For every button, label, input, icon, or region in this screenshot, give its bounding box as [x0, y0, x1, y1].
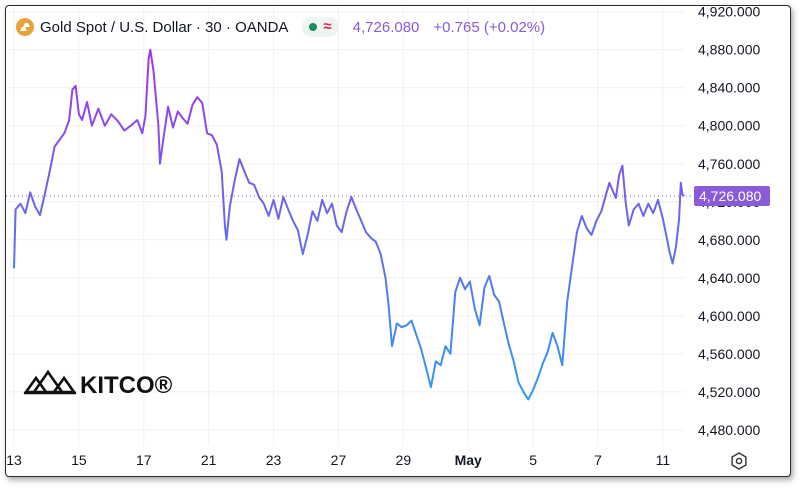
price-change: +0.765 (+0.02%) — [433, 18, 546, 36]
price-chart[interactable]: 4,480.000 4,520.000 4,560.000 4,600.000 4,64… — [6, 6, 790, 476]
last-price-tag-label: 4,726.080 — [699, 188, 761, 204]
last-price-tag: 4,726.080 — [694, 185, 770, 206]
kitco-logo: KITCO® — [23, 369, 173, 399]
y-tick-label: 4,560.000 — [698, 346, 760, 362]
y-tick-label: 4,640.000 — [698, 270, 760, 286]
wave-icon: ≈ — [323, 18, 332, 35]
x-tick-label: 7 — [594, 452, 602, 468]
x-tick-label: 15 — [71, 452, 87, 468]
x-tick-label: 27 — [331, 452, 347, 468]
series-line — [13, 48, 685, 401]
y-tick-label: 4,800.000 — [698, 118, 760, 134]
x-tick-label: May — [455, 452, 482, 468]
last-price: 4,726.080 — [352, 18, 420, 36]
x-tick-label: 11 — [656, 452, 671, 468]
y-tick-label: 4,840.000 — [698, 80, 760, 96]
x-axis: 13 15 17 21 23 27 29 May 5 7 11 — [6, 452, 670, 468]
chart-frame: 4,480.000 4,520.000 4,560.000 4,600.000 4,64… — [5, 5, 791, 477]
y-tick-label: 4,920.000 — [698, 6, 760, 20]
market-status[interactable]: ≈ — [302, 17, 339, 37]
y-tick-label: 4,480.000 — [698, 422, 760, 438]
y-tick-label: 4,880.000 — [698, 42, 760, 58]
y-axis: 4,480.000 4,520.000 4,560.000 4,600.000 4,64… — [698, 6, 760, 438]
x-tick-label: 17 — [136, 452, 152, 468]
chart-legend: Gold Spot / U.S. Dollar · 30 · OANDA ≈ 4… — [16, 16, 545, 38]
x-tick-label: 21 — [201, 452, 217, 468]
y-tick-label: 4,600.000 — [698, 308, 760, 324]
grid — [6, 6, 684, 446]
x-tick-label: 29 — [396, 452, 412, 468]
gear-icon[interactable] — [728, 450, 750, 472]
y-tick-label: 4,760.000 — [698, 156, 760, 172]
y-tick-label: 4,680.000 — [698, 232, 760, 248]
x-tick-label: 23 — [266, 452, 282, 468]
green-dot-icon — [309, 23, 318, 31]
x-tick-label: 5 — [529, 452, 537, 468]
kitco-logo-text: KITCO® — [80, 372, 173, 399]
gold-bars-icon — [16, 18, 34, 36]
kitco-mark-icon — [23, 369, 77, 394]
x-tick-label: 13 — [6, 452, 22, 468]
y-tick-label: 4,520.000 — [698, 384, 760, 400]
symbol-title[interactable]: Gold Spot / U.S. Dollar · 30 · OANDA — [40, 18, 289, 36]
